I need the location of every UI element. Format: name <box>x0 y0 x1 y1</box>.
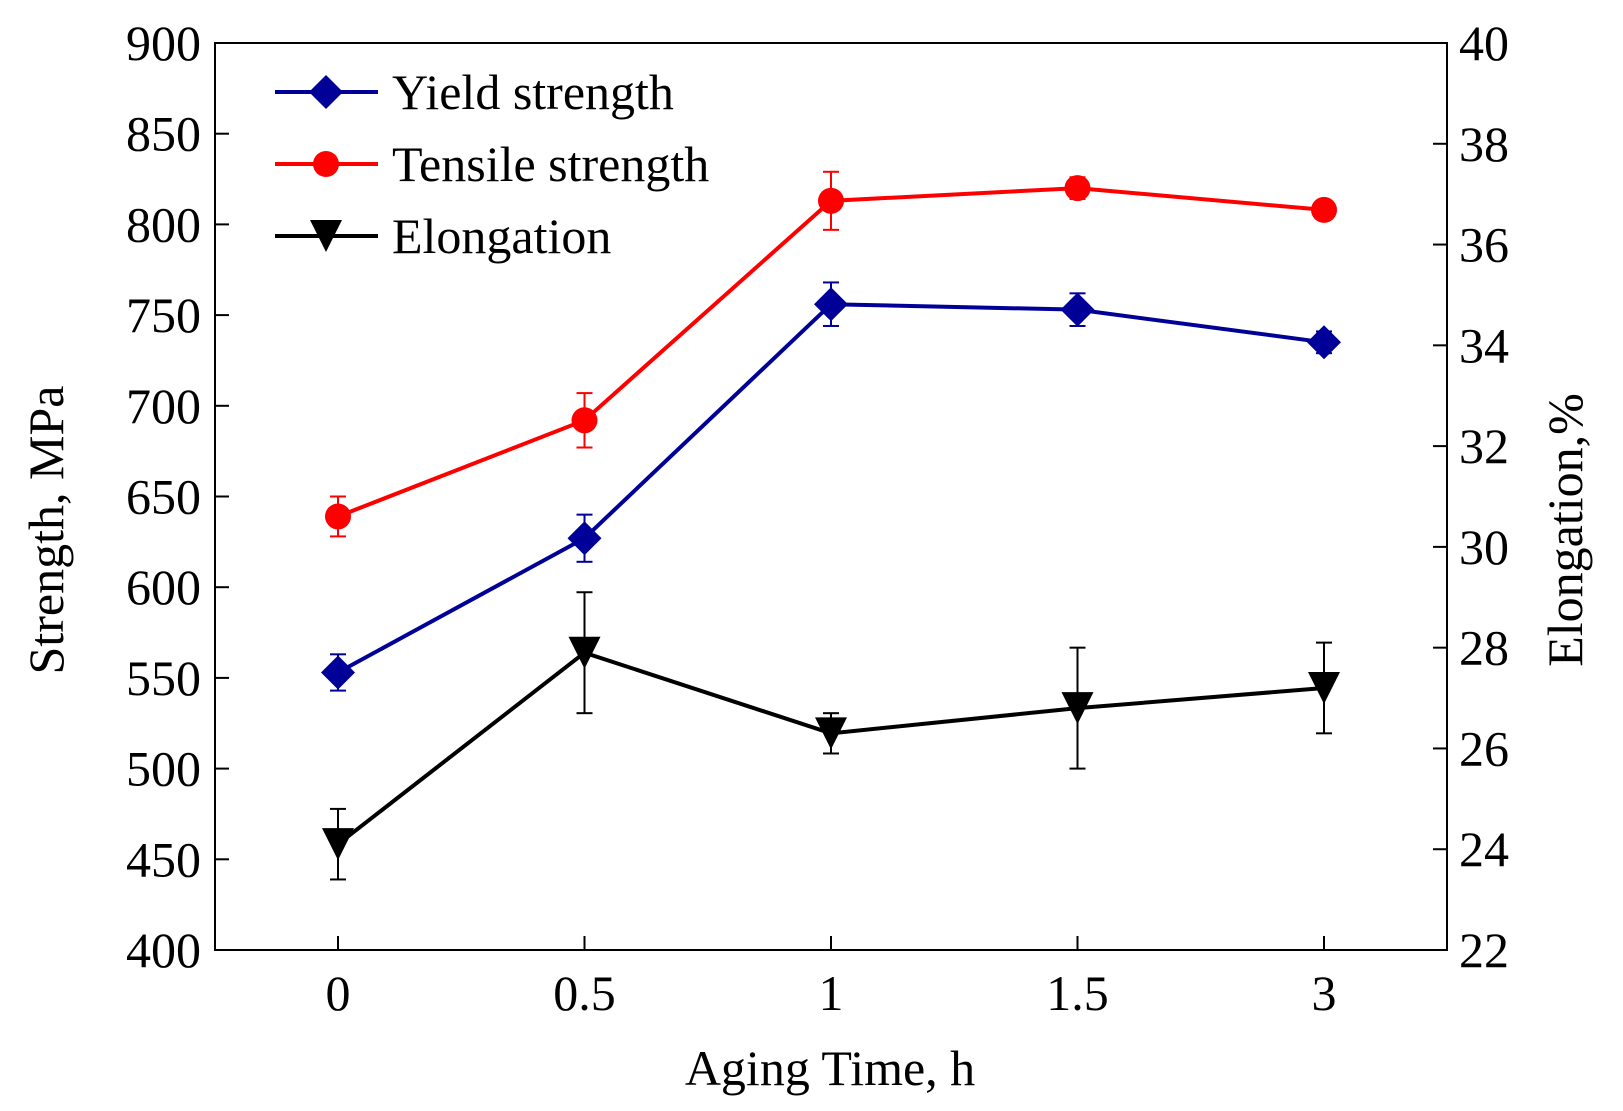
x-tick-label: 1.5 <box>1046 965 1109 1021</box>
right-tick-label: 24 <box>1459 821 1509 877</box>
right-tick-label: 22 <box>1459 922 1509 978</box>
data-point <box>814 287 848 322</box>
data-point <box>567 521 602 556</box>
left-tick-label: 450 <box>126 831 201 887</box>
series-tensile-strength <box>325 170 1337 538</box>
data-point <box>571 407 598 434</box>
right-tick-label: 32 <box>1459 418 1509 474</box>
left-tick-label: 500 <box>126 741 201 797</box>
right-tick-label: 26 <box>1459 720 1509 776</box>
legend-label: Elongation <box>392 208 611 264</box>
legend-label: Yield strength <box>392 64 674 120</box>
series-yield-strength <box>321 281 1341 692</box>
right-tick-label: 40 <box>1459 15 1509 71</box>
axis-ticks: 4004505005506006507007508008509002224262… <box>126 15 1509 1021</box>
left-tick-label: 700 <box>126 378 201 434</box>
left-tick-label: 800 <box>126 196 201 252</box>
left-tick-label: 400 <box>126 922 201 978</box>
data-point <box>1311 196 1337 223</box>
right-tick-label: 30 <box>1459 519 1509 575</box>
x-tick-label: 0.5 <box>553 965 616 1021</box>
series-elongation <box>322 591 1340 881</box>
legend: Yield strength Tensile strength Elongation <box>275 64 709 264</box>
legend-marker <box>313 151 339 177</box>
right-tick-label: 36 <box>1459 217 1509 273</box>
data-point <box>325 503 351 530</box>
data-point <box>1308 671 1340 704</box>
right-tick-label: 38 <box>1459 116 1509 172</box>
left-tick-label: 750 <box>126 287 201 343</box>
legend-marker <box>310 220 342 252</box>
data-point <box>568 636 601 669</box>
data-point <box>1307 325 1341 360</box>
left-axis-title: Strength, MPa <box>18 386 74 675</box>
left-tick-label: 550 <box>126 650 201 706</box>
left-tick-label: 900 <box>126 15 201 71</box>
right-axis-title: Elongation,% <box>1537 393 1593 667</box>
legend-item: Tensile strength <box>275 136 709 192</box>
legend-item: Yield strength <box>275 64 674 120</box>
x-tick-label: 3 <box>1312 965 1337 1021</box>
right-tick-label: 34 <box>1459 317 1509 373</box>
data-point <box>1061 692 1094 725</box>
legend-label: Tensile strength <box>392 136 709 192</box>
data-point <box>815 717 847 750</box>
data-point <box>1060 292 1095 327</box>
data-point <box>321 655 355 690</box>
x-axis-title: Aging Time, h <box>685 1040 975 1096</box>
legend-marker <box>309 75 343 109</box>
data-point <box>818 187 844 214</box>
legend-item: Elongation <box>275 208 611 264</box>
data-point <box>1064 175 1091 202</box>
data-point <box>322 828 354 861</box>
x-tick-label: 0 <box>326 965 351 1021</box>
left-tick-label: 850 <box>126 106 201 162</box>
series-layer <box>321 170 1341 881</box>
left-tick-label: 650 <box>126 469 201 525</box>
series-line <box>337 302 1325 675</box>
right-tick-label: 28 <box>1459 620 1509 676</box>
x-tick-label: 1 <box>819 965 844 1021</box>
left-tick-label: 600 <box>126 559 201 615</box>
